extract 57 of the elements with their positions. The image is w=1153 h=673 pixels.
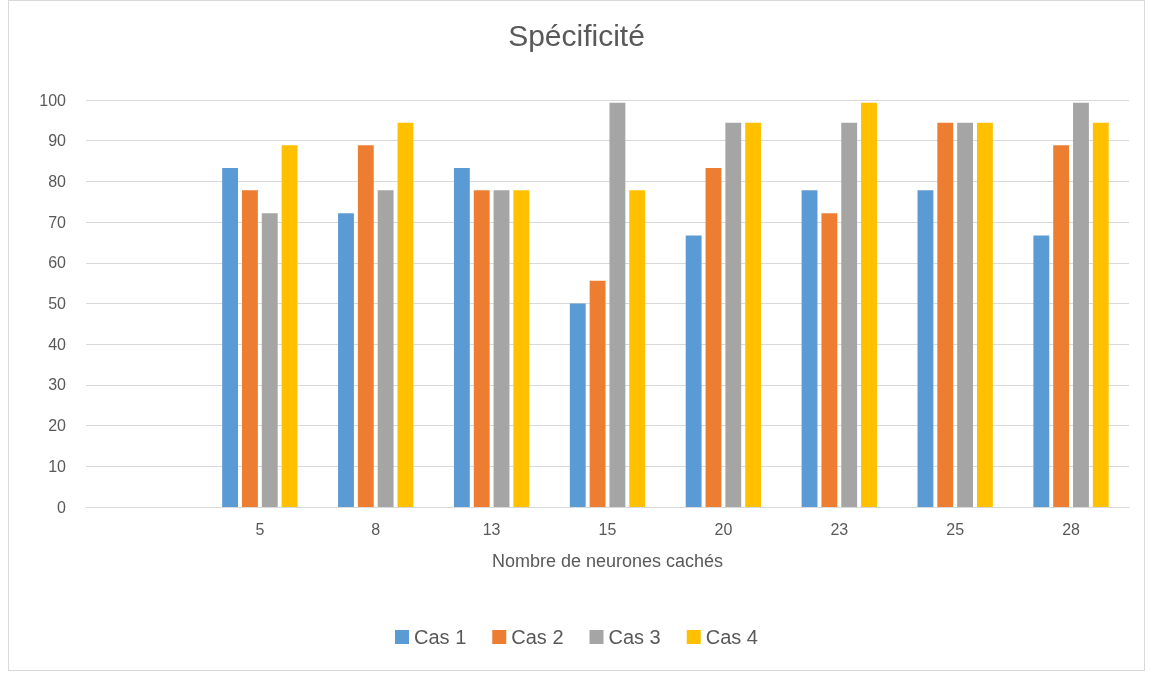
bar: [261, 213, 278, 507]
x-tick-label: 28: [1062, 520, 1081, 538]
x-tick-label: 8: [371, 520, 381, 538]
y-tick-label: 100: [39, 91, 67, 109]
y-tick-label: 10: [48, 457, 67, 475]
bar: [685, 235, 702, 507]
x-tick-label: 15: [598, 520, 617, 538]
bar: [397, 122, 414, 507]
bar: [1092, 122, 1109, 507]
y-tick-label: 70: [48, 213, 67, 231]
bar: [1033, 235, 1050, 507]
bar: [1073, 102, 1089, 507]
y-tick-label: 40: [48, 335, 67, 353]
bar: [473, 190, 490, 507]
bar: [357, 145, 374, 507]
legend-label: Cas 4: [705, 626, 758, 648]
bar: [377, 190, 394, 507]
y-tick-label: 80: [48, 172, 67, 190]
y-tick-label: 50: [48, 295, 67, 312]
bar: [281, 145, 298, 507]
legend-label: Cas 2: [511, 626, 564, 648]
x-axis-title: Nombre de neurones cachés: [491, 551, 724, 571]
x-tick-label: 5: [255, 520, 265, 538]
y-tick-label: 0: [57, 498, 67, 516]
legend-label: Cas 1: [414, 626, 467, 648]
bar: [861, 102, 877, 507]
bar: [629, 190, 646, 507]
bar: [589, 280, 606, 507]
bar: [453, 167, 470, 507]
y-tick-label: 90: [48, 132, 67, 150]
bar: [841, 122, 858, 507]
bar: [1053, 145, 1070, 507]
bar: [937, 122, 954, 507]
bar: [513, 190, 530, 507]
bar: [493, 190, 510, 507]
x-tick-label: 23: [830, 520, 849, 538]
bar: [957, 122, 974, 507]
y-tick-label: 20: [48, 417, 67, 435]
bar: [917, 190, 934, 507]
x-tick-label: 20: [714, 520, 733, 538]
bar: [821, 213, 838, 507]
y-tick-label: 30: [48, 376, 67, 394]
bar: [338, 213, 354, 507]
x-tick-label: 13: [482, 520, 501, 538]
bar: [569, 303, 586, 507]
bar: [745, 122, 762, 507]
bar: [241, 190, 258, 507]
bar: [725, 122, 742, 507]
bar: [222, 167, 239, 507]
chart-title: Spécificité: [508, 18, 645, 52]
legend-label: Cas 3: [608, 626, 661, 648]
bar: [705, 167, 722, 507]
bar: [609, 102, 626, 507]
bar: [801, 190, 818, 507]
x-tick-label: 25: [946, 520, 965, 538]
bar: [976, 122, 993, 507]
y-tick-label: 60: [48, 254, 67, 272]
